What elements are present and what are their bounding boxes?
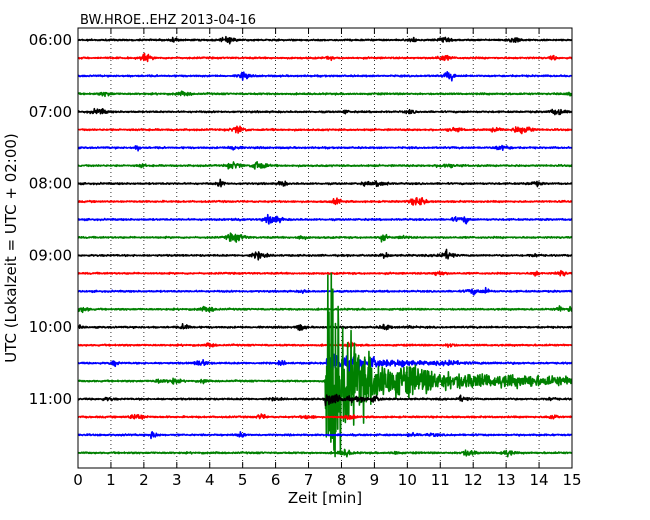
- y-axis: 06:00 07:00 08:00 09:00 10:00 11:00: [29, 31, 572, 408]
- y-tick-label: 09:00: [29, 246, 72, 264]
- trace-line: [78, 413, 572, 421]
- trace-line: [78, 70, 572, 82]
- chart-title: BW.HROE..EHZ 2013-04-16: [80, 13, 256, 28]
- x-tick-label: 0: [73, 471, 83, 489]
- seismogram-traces: [78, 35, 572, 458]
- trace-line: [78, 431, 572, 440]
- x-tick-label: 8: [337, 471, 347, 489]
- y-tick-label: 06:00: [29, 31, 72, 49]
- x-tick-label: 9: [370, 471, 380, 489]
- trace-line: [78, 107, 572, 116]
- x-tick-label: 10: [398, 471, 417, 489]
- trace-line: [78, 52, 572, 63]
- trace-line: [78, 178, 572, 188]
- y-tick-label: 11:00: [29, 390, 72, 408]
- trace-line: [78, 90, 572, 98]
- trace-line: [78, 125, 572, 135]
- x-tick-label: 2: [139, 471, 149, 489]
- y-tick-label: 07:00: [29, 103, 72, 121]
- trace-line: [78, 197, 572, 206]
- x-tick-label: 6: [271, 471, 281, 489]
- plot-frame: [77, 27, 573, 469]
- trace-line: [78, 448, 572, 458]
- trace-line: [78, 305, 572, 314]
- trace-line: [78, 286, 572, 296]
- trace-line: [78, 353, 572, 373]
- grid-lines: [110, 28, 540, 468]
- trace-line: [78, 232, 572, 243]
- trace-line: [78, 144, 572, 152]
- x-tick-label: 3: [172, 471, 182, 489]
- x-tick-label: 14: [530, 471, 549, 489]
- x-tick-label: 12: [464, 471, 483, 489]
- y-tick-label: 08:00: [29, 175, 72, 193]
- trace-line: [78, 35, 572, 45]
- x-tick-label: 13: [497, 471, 516, 489]
- trace-line: [78, 323, 572, 332]
- trace-line: [78, 341, 572, 350]
- x-tick-label: 5: [238, 471, 248, 489]
- y-axis-label: UTC (Lokalzeit = UTC + 02:00): [2, 133, 20, 363]
- x-axis: 0 1 2 3 4 5 6 7 8 9 10 11 12 13 14 15: [73, 28, 582, 489]
- trace-line: [78, 213, 572, 225]
- trace-line: [78, 161, 572, 170]
- x-tick-label: 11: [431, 471, 450, 489]
- x-tick-label: 4: [205, 471, 215, 489]
- x-tick-label: 15: [562, 471, 581, 489]
- x-tick-label: 1: [106, 471, 116, 489]
- y-tick-label: 10:00: [29, 318, 72, 336]
- trace-line: [78, 393, 572, 407]
- trace-line: [78, 269, 572, 277]
- trace-line: [78, 248, 572, 261]
- trace-line: [78, 272, 572, 458]
- x-tick-label: 7: [304, 471, 314, 489]
- x-axis-label: Zeit [min]: [288, 489, 362, 507]
